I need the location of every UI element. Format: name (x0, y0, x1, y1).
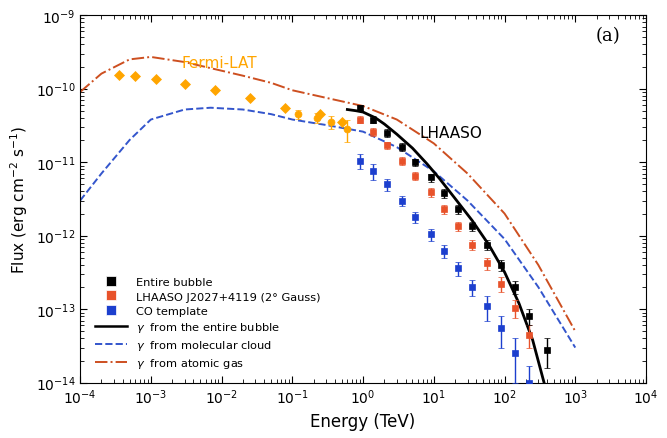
Legend: Entire bubble, LHAASO J2027+4119 (2° Gauss), CO template, $\gamma$  from the ent: Entire bubble, LHAASO J2027+4119 (2° Gau… (91, 274, 323, 374)
Y-axis label: Flux (erg cm$^{-2}$ s$^{-1}$): Flux (erg cm$^{-2}$ s$^{-1}$) (8, 126, 30, 273)
Text: LHAASO: LHAASO (420, 126, 482, 141)
Text: Fermi-LAT: Fermi-LAT (182, 56, 257, 71)
X-axis label: Energy (TeV): Energy (TeV) (310, 412, 416, 430)
Text: (a): (a) (596, 27, 620, 45)
